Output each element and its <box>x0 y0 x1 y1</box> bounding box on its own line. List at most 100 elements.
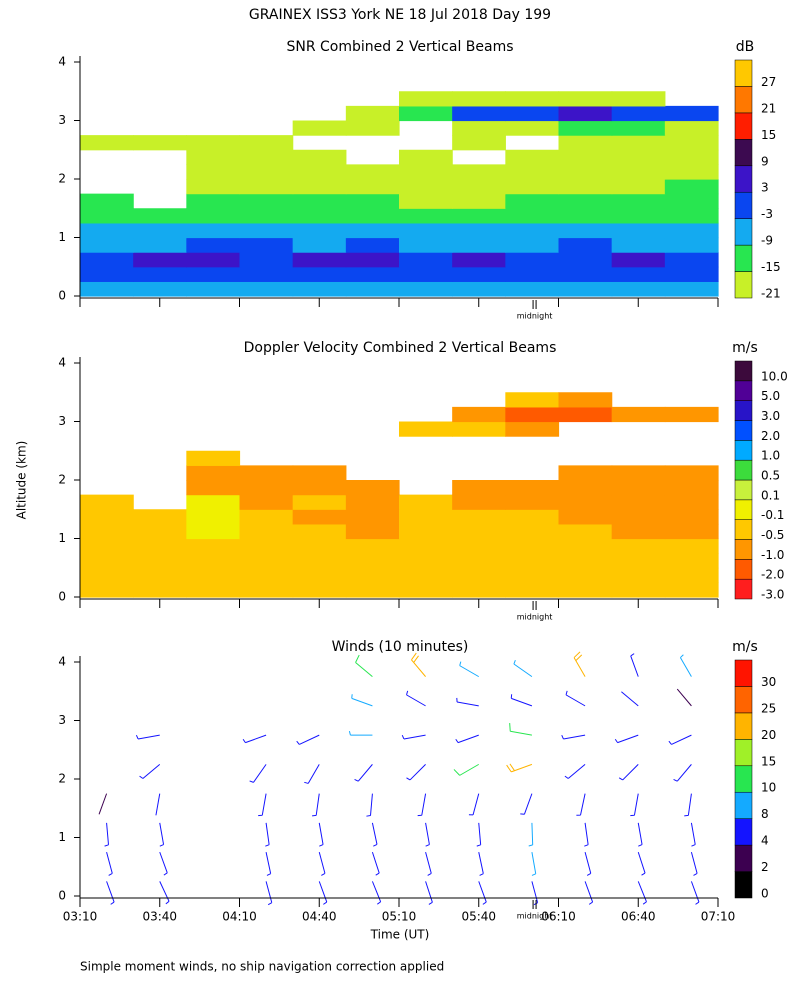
heat-cell <box>664 480 719 496</box>
wind-barb <box>318 881 328 905</box>
heat-cell <box>452 567 506 583</box>
heat-cell <box>452 281 506 297</box>
heat-cell <box>133 222 187 239</box>
colorbar-box <box>734 765 753 793</box>
heat-cell <box>664 538 719 554</box>
heat-cell <box>186 135 241 151</box>
wind-barb <box>265 881 273 906</box>
colorbar-label: -3 <box>761 207 773 221</box>
wind-barb <box>106 851 113 876</box>
colorbar-box <box>734 59 753 87</box>
heat-cell <box>505 406 560 423</box>
wind-barb <box>637 851 646 876</box>
colorbar-label: 10 <box>761 781 776 795</box>
heat-cell <box>505 553 560 569</box>
heat-cell <box>452 164 506 180</box>
heat-cell <box>452 105 506 122</box>
footnote: Simple moment winds, no ship navigation … <box>80 960 444 974</box>
heat-cell <box>133 237 187 253</box>
heat-cell <box>664 208 719 224</box>
x-axis-title: Time (UT) <box>370 928 430 942</box>
heat-cell <box>239 509 294 525</box>
heat-cell <box>452 406 506 423</box>
heat-cell <box>239 582 294 598</box>
heat-cell <box>186 480 241 496</box>
x-tick-label: 04:10 <box>222 910 257 924</box>
heat-cell <box>186 553 241 569</box>
heat-cell <box>611 523 666 540</box>
wind-barb <box>531 852 537 876</box>
wind-barb <box>478 852 484 876</box>
heat-cell <box>664 465 719 481</box>
heat-cell <box>133 135 187 151</box>
heat-cell <box>505 179 560 195</box>
wind-barb <box>159 851 168 876</box>
heat-cell <box>133 281 187 297</box>
heat-cell <box>133 523 187 540</box>
colorbar-label: 30 <box>761 675 776 689</box>
heat-cell <box>345 237 400 253</box>
heat-cell <box>186 465 241 481</box>
heat-cell <box>452 509 506 525</box>
x-tick-label: 05:40 <box>461 910 496 924</box>
heat-cell <box>133 509 187 525</box>
heat-cell <box>133 538 187 554</box>
heat-cell <box>80 494 134 510</box>
heat-cell <box>611 208 666 224</box>
heat-cell <box>186 208 241 224</box>
wind-barb <box>528 822 534 847</box>
wind-barb <box>584 851 592 876</box>
heat-cell <box>664 582 719 598</box>
wind-barb <box>456 697 479 707</box>
heat-cell <box>292 266 347 282</box>
heat-cell <box>558 149 613 165</box>
wind-barb <box>564 763 586 779</box>
colorbar-label: 0.5 <box>761 469 780 483</box>
heat-cell <box>664 509 719 525</box>
heat-cell <box>345 538 400 554</box>
heat-cell <box>505 281 560 297</box>
heat-cell <box>80 222 134 239</box>
heat-cell <box>611 149 666 165</box>
wind-barb <box>520 793 533 815</box>
heat-cell <box>558 193 613 209</box>
colorbar-box <box>734 380 753 401</box>
heat-cell <box>611 179 666 195</box>
midnight-label: midnight <box>517 912 553 921</box>
heat-cell <box>611 494 666 510</box>
heat-cell <box>505 538 560 554</box>
heat-cell <box>558 281 613 297</box>
wind-barb <box>468 793 480 816</box>
y-tick-label: 3 <box>58 713 66 727</box>
heat-cell <box>664 135 719 151</box>
colorbar-label: 2.0 <box>761 429 780 443</box>
colorbar-label: 2 <box>761 860 769 874</box>
colorbar-box <box>734 440 753 461</box>
heat-cell <box>345 494 400 510</box>
heat-cell <box>399 523 453 540</box>
wind-barb <box>478 881 487 905</box>
colorbar-box <box>734 112 753 140</box>
colorbar-label: -21 <box>761 287 781 301</box>
wind-barb <box>668 734 692 745</box>
wind-barb <box>637 822 643 847</box>
wind-barb <box>318 822 324 847</box>
wind-barb <box>106 881 115 905</box>
wind-barb <box>455 734 479 744</box>
heat-cell <box>505 252 560 268</box>
heat-cell <box>611 193 666 209</box>
heat-cell <box>80 135 134 151</box>
heat-cell <box>345 582 400 598</box>
y-axis-title: Altitude (km) <box>15 441 29 520</box>
heat-cell <box>133 252 187 268</box>
heat-cell <box>664 222 719 239</box>
heat-cell <box>399 164 453 180</box>
heat-cell <box>399 193 453 209</box>
heat-cell <box>558 553 613 569</box>
colorbar-label: 27 <box>761 75 776 89</box>
heat-cell <box>292 164 347 180</box>
heat-cell <box>558 494 613 510</box>
heat-cell <box>80 567 134 583</box>
heat-cell <box>505 266 560 282</box>
y-tick-label: 0 <box>58 889 66 903</box>
